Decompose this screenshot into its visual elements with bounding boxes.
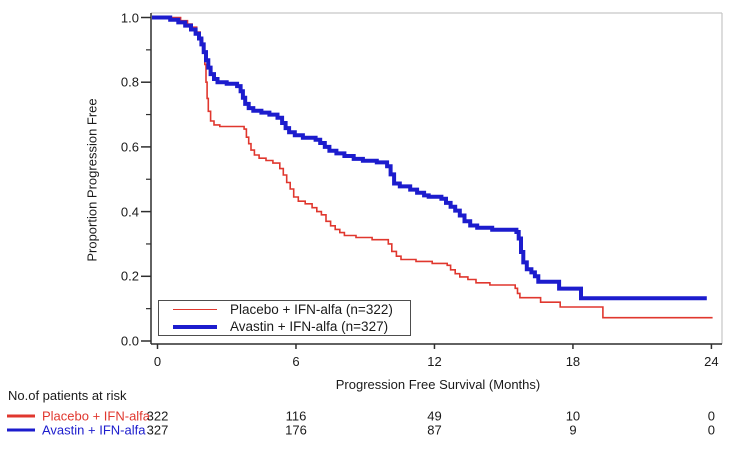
- risk-count: 10: [565, 408, 581, 424]
- legend-item-avastin: Avastin + IFN-alfa (n=327): [159, 319, 410, 334]
- risk-count: 327: [146, 422, 169, 438]
- avastin-line-swatch: [173, 324, 217, 329]
- y-axis-title: Proportion Progression Free: [84, 98, 100, 262]
- y-tick-label-0.0: 0.0: [120, 333, 139, 349]
- x-tick-label-24: 24: [704, 354, 719, 369]
- legend-box: Placebo + IFN-alfa (n=322) Avastin + IFN…: [158, 300, 411, 336]
- risk-count: 322: [146, 408, 169, 424]
- avastin-survival-curve: [152, 15, 707, 301]
- at-risk-header: No.of patients at risk: [8, 388, 127, 403]
- placebo-survival-curve: [152, 16, 713, 319]
- avastin-risk-swatch: [7, 428, 35, 432]
- x-axis-title: Progression Free Survival (Months): [335, 377, 541, 392]
- legend-item-placebo: Placebo + IFN-alfa (n=322): [159, 302, 410, 317]
- risk-count: 0: [707, 422, 716, 438]
- legend-label-avastin: Avastin + IFN-alfa (n=327): [230, 319, 389, 334]
- y-tick-label-0.4: 0.4: [120, 204, 139, 220]
- risk-count: 0: [707, 408, 716, 424]
- y-tick-label-0.6: 0.6: [120, 139, 139, 155]
- placebo-risk-label: Placebo + IFN-alfa: [42, 408, 151, 424]
- legend-label-placebo: Placebo + IFN-alfa (n=322): [230, 302, 393, 317]
- risk-count: 9: [569, 422, 577, 438]
- avastin-risk-label: Avastin + IFN-alfa: [42, 422, 146, 438]
- x-tick-label-0: 0: [153, 354, 162, 369]
- x-tick-label-6: 6: [292, 354, 300, 369]
- y-tick-label-0.2: 0.2: [120, 268, 139, 284]
- y-tick-label-1.0: 1.0: [120, 10, 139, 25]
- x-tick-label-18: 18: [565, 354, 581, 369]
- placebo-risk-swatch: [7, 414, 35, 418]
- risk-count: 49: [427, 408, 442, 424]
- y-tick-label-0.8: 0.8: [120, 74, 139, 90]
- risk-count: 87: [427, 422, 442, 438]
- risk-count: 176: [285, 422, 307, 438]
- x-tick-label-12: 12: [427, 354, 442, 369]
- placebo-line-swatch: [173, 309, 217, 310]
- risk-count: 116: [285, 408, 307, 424]
